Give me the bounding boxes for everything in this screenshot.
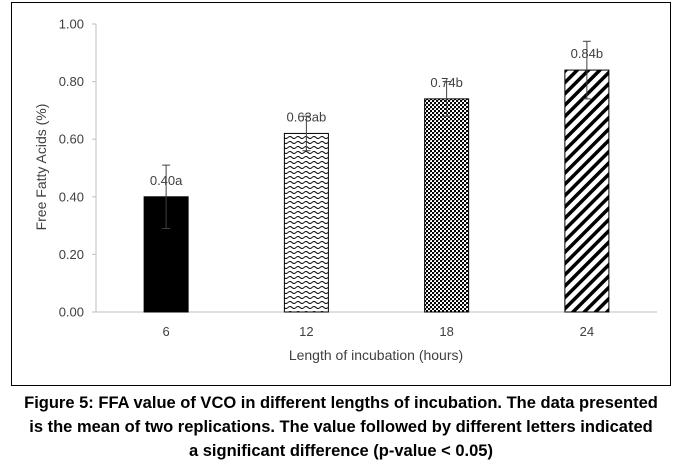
- figure-frame: [11, 2, 671, 386]
- y-tick-label: 0.40: [59, 189, 84, 204]
- bar-data-label: 0.84b: [571, 46, 604, 61]
- x-tick-label: 12: [299, 324, 313, 339]
- bar: [564, 69, 610, 313]
- bar-data-label: 0.40a: [150, 173, 183, 188]
- caption-line-2: is the mean of two replications. The val…: [29, 418, 653, 436]
- caption-line-1: Figure 5: FFA value of VCO in different …: [24, 394, 658, 412]
- bar: [283, 132, 329, 313]
- y-tick-label: 0.00: [59, 305, 84, 320]
- x-tick-label: 6: [163, 324, 170, 339]
- x-tick-label: 24: [580, 324, 594, 339]
- y-tick-label: 0.60: [59, 132, 84, 147]
- bar-data-label: 0.63ab: [286, 109, 326, 124]
- y-tick-label: 0.20: [59, 247, 84, 262]
- y-tick-label: 1.00: [59, 17, 84, 32]
- bar: [424, 98, 470, 313]
- x-axis-title: Length of incubation (hours): [289, 347, 463, 363]
- caption-line-3: a significant difference (p-value < 0.05…: [189, 442, 493, 460]
- y-tick-label: 0.80: [59, 74, 84, 89]
- figure-caption: Figure 5: FFA value of VCO in different …: [0, 391, 682, 463]
- bar-data-label: 0.74b: [430, 75, 463, 90]
- x-tick-label: 18: [439, 324, 453, 339]
- ffa-bar-chart: 0.00 0.20 0.40 0.60 0.80 1.00 0.40a 6 0.63ab 12 0…: [33, 17, 657, 363]
- y-axis-title: Free Fatty Acids (%): [33, 104, 49, 231]
